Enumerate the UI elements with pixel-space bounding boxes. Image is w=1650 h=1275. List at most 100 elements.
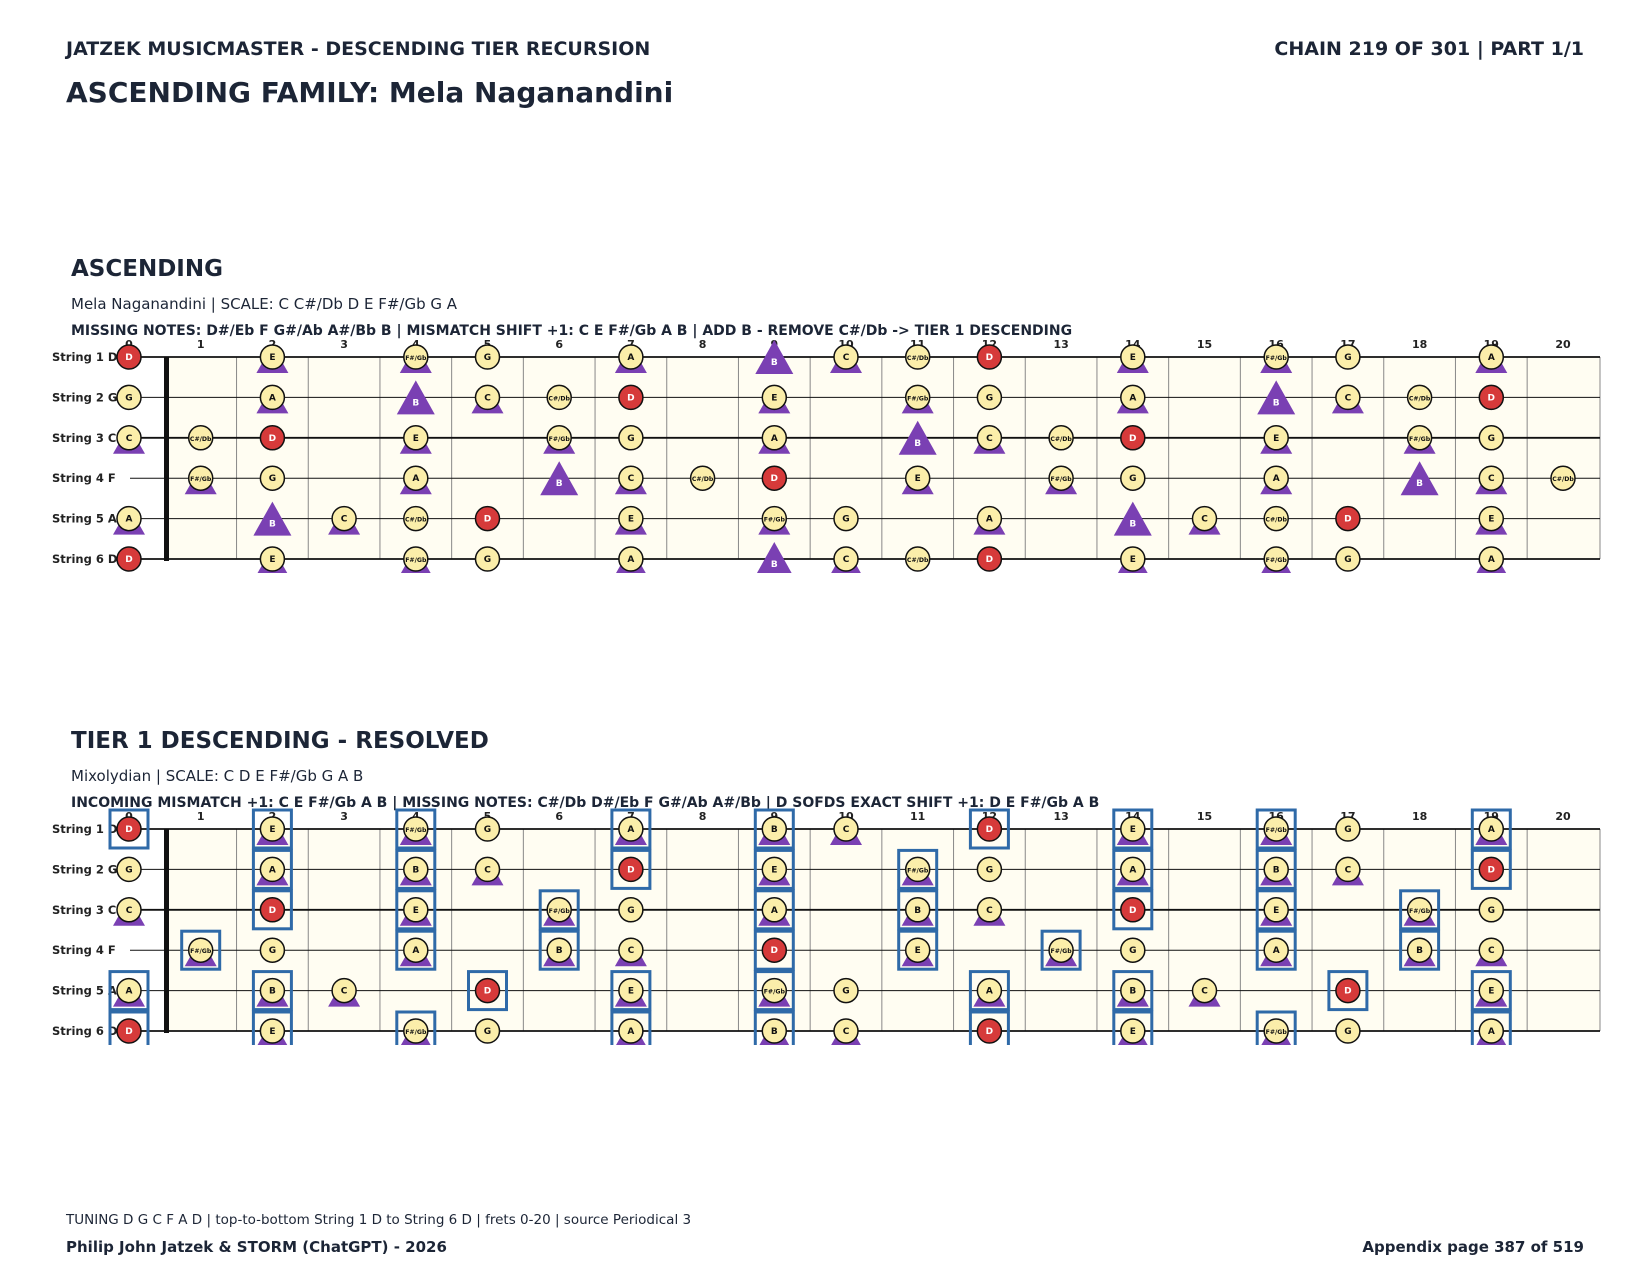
match-box [753, 848, 795, 890]
match-box [1255, 929, 1297, 971]
scale-note-marker [1335, 816, 1361, 842]
scale-note-marker [1120, 937, 1146, 963]
note-label: A [627, 353, 634, 363]
root-note-marker [259, 897, 286, 923]
note-label: A [771, 434, 778, 444]
note-label: D [484, 987, 491, 997]
scale-note-marker [474, 344, 501, 370]
scale-note-marker [187, 425, 214, 451]
note-label: C#/Db [1409, 395, 1431, 402]
scale-note-marker [976, 505, 1003, 532]
scale-note-marker [1120, 816, 1146, 842]
match-box [610, 970, 652, 1012]
note-label: B [412, 865, 419, 875]
mismatch-triangle [253, 501, 292, 536]
note-label: D [986, 353, 993, 363]
scale-note-marker [833, 505, 859, 532]
scale-note-marker [1263, 465, 1289, 491]
fret-number: 6 [555, 338, 563, 351]
note-label: G [125, 393, 132, 403]
note-label: E [771, 865, 777, 875]
root-note-marker [474, 977, 501, 1004]
scale-note-marker [1120, 344, 1146, 370]
note-label: B [1273, 865, 1280, 875]
scale-note-marker [904, 897, 931, 923]
scale-note-marker [1263, 1018, 1289, 1044]
match-box [395, 808, 437, 850]
note-label: C [1488, 474, 1495, 484]
header-title: JATZEK MUSICMASTER - DESCENDING TIER REC… [66, 38, 651, 60]
scale-note-marker [403, 856, 429, 883]
note-label: C [126, 906, 133, 916]
note-label: C [843, 555, 850, 565]
note-label: A [986, 987, 993, 997]
note-label: B [556, 946, 563, 956]
scale-note-marker [1406, 897, 1433, 923]
note-label: D [269, 906, 276, 916]
fret-number: 13 [1053, 810, 1068, 823]
match-box [610, 808, 652, 850]
scale-note-marker [116, 425, 142, 451]
match-box [1470, 970, 1512, 1012]
scale-note-marker [1478, 505, 1505, 532]
note-label: F#/Gb [907, 867, 929, 874]
fret-number: 20 [1555, 338, 1571, 351]
note-label: E [915, 474, 921, 484]
note-label: E [1130, 1027, 1136, 1037]
scale-note-marker [1478, 816, 1505, 842]
scale-note-marker [1048, 937, 1074, 963]
note-label: E [1130, 353, 1136, 363]
scale-note-marker [1263, 425, 1289, 451]
scale-note-marker [976, 384, 1003, 411]
match-box [1112, 970, 1154, 1012]
mismatch-triangle [756, 542, 792, 573]
note-label: C#/Db [907, 557, 929, 564]
note-label: F#/Gb [1266, 557, 1288, 564]
note-label: E [628, 987, 634, 997]
root-note-marker [259, 425, 286, 451]
fret-number: 3 [340, 338, 348, 351]
match-box [180, 929, 222, 971]
match-box [108, 970, 150, 1012]
footer-credit: Philip John Jatzek & STORM (ChatGPT) - 2… [66, 1238, 447, 1256]
scale-note-marker [1048, 425, 1074, 451]
match-box [538, 889, 580, 931]
scale-note-marker [259, 465, 286, 491]
section-subtitle-tier1: Mixolydian | SCALE: C D E F#/Gb G A B [71, 767, 364, 785]
scale-note-marker [1335, 344, 1361, 370]
scale-note-marker [618, 425, 644, 451]
note-label: F#/Gb [764, 989, 786, 996]
match-box [610, 1010, 652, 1045]
scale-note-marker [689, 465, 716, 491]
scale-note-marker [1478, 897, 1505, 923]
scale-note-marker [474, 816, 501, 842]
scale-note-marker [546, 897, 572, 923]
note-label: E [1488, 987, 1494, 997]
root-note-marker [618, 856, 644, 883]
nut [164, 357, 169, 561]
note-label: F#/Gb [764, 517, 786, 524]
string-label: String 3 C [52, 903, 116, 917]
root-note-marker [1335, 977, 1361, 1004]
match-box [1470, 848, 1512, 890]
scale-note-marker [1120, 465, 1146, 491]
note-label: A [627, 825, 634, 835]
scale-note-marker [187, 465, 214, 491]
match-box [1327, 970, 1369, 1012]
mismatch-triangle [1257, 380, 1296, 415]
mismatch-triangle [540, 461, 579, 496]
string-label: String 4 F [52, 943, 116, 957]
scale-note-marker [761, 897, 788, 923]
note-label: E [628, 515, 634, 525]
note-label: C [986, 434, 993, 444]
note-label: G [484, 353, 491, 363]
scale-note-marker [1478, 937, 1505, 963]
note-label: C [628, 474, 635, 484]
match-box [467, 970, 508, 1012]
scale-note-marker [904, 546, 931, 572]
note-label: D [986, 825, 993, 835]
note-label: G [1344, 1027, 1351, 1037]
scale-note-marker [1120, 1018, 1146, 1044]
fret-number: 15 [1197, 810, 1212, 823]
section-info-ascending: MISSING NOTES: D#/Eb F G#/Ab A#/Bb B | M… [71, 323, 1073, 339]
